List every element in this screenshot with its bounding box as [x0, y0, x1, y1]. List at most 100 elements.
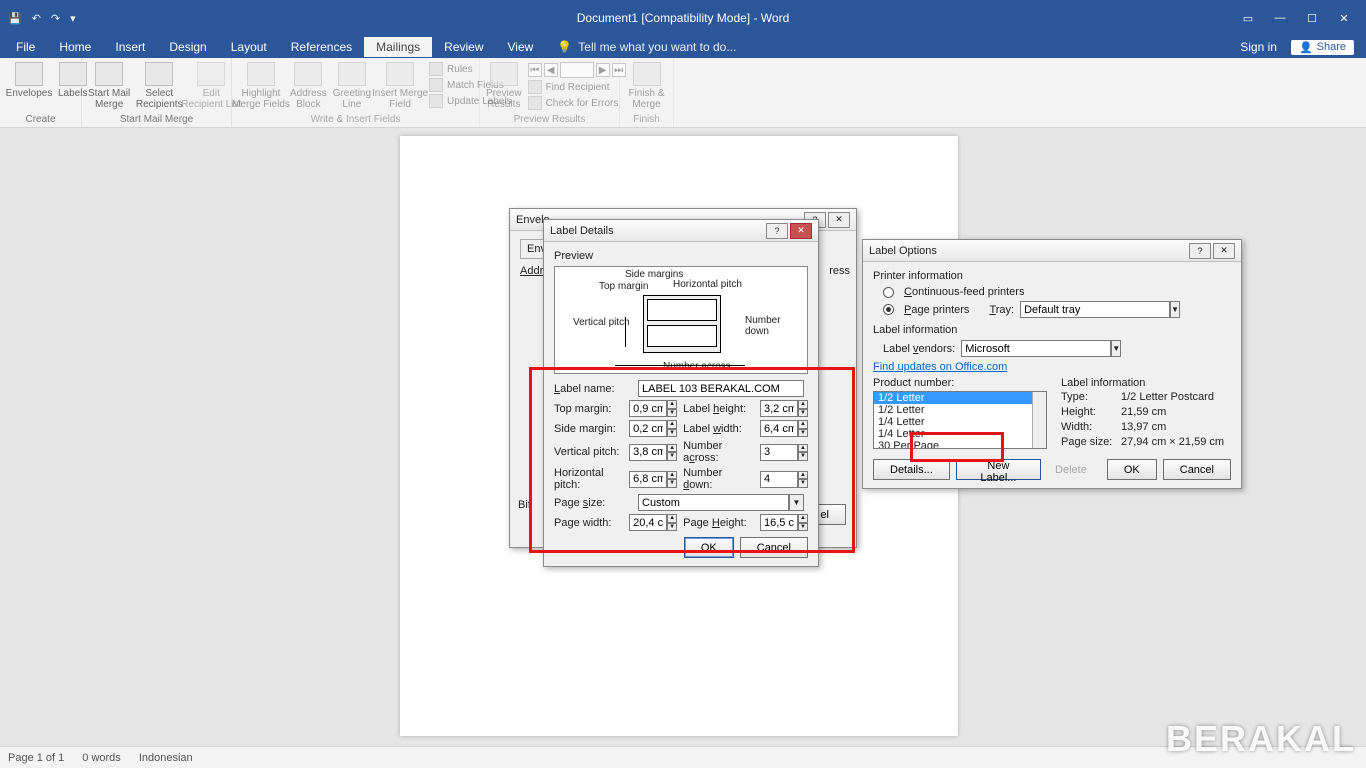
- address-block-button[interactable]: Address Block: [290, 60, 327, 110]
- undo-icon[interactable]: ↶: [32, 12, 41, 25]
- label-options-ok-button[interactable]: OK: [1107, 459, 1157, 480]
- insert-merge-field-button[interactable]: Insert Merge Field: [377, 60, 423, 110]
- labelheight-input[interactable]: ▲▼: [760, 400, 808, 417]
- continuous-radio[interactable]: [883, 287, 894, 298]
- share-button[interactable]: 👤Share: [1291, 40, 1354, 55]
- language-status[interactable]: Indonesian: [139, 752, 193, 764]
- finish-icon: [633, 62, 661, 86]
- chevron-down-icon: ▼: [1111, 340, 1121, 357]
- sidemargin-input[interactable]: ▲▼: [629, 420, 677, 437]
- label-details-cancel-button[interactable]: Cancel: [740, 537, 808, 558]
- width-value: 13,97 cm: [1121, 421, 1166, 433]
- envelopes-button[interactable]: Envelopes: [6, 60, 52, 99]
- tab-references[interactable]: References: [279, 37, 364, 57]
- sign-in-link[interactable]: Sign in: [1240, 40, 1277, 54]
- page-status[interactable]: Page 1 of 1: [8, 752, 64, 764]
- tray-combo[interactable]: ▼: [1020, 301, 1110, 318]
- labelname-label: Label name:: [554, 383, 632, 395]
- greeting-line-button[interactable]: Greeting Line: [333, 60, 371, 110]
- select-recipients-button[interactable]: Select Recipients: [136, 60, 182, 110]
- width-label: Width:: [1061, 421, 1115, 433]
- first-record-icon[interactable]: ⏮: [528, 63, 542, 77]
- prev-record-icon[interactable]: ◀: [544, 63, 558, 77]
- chevron-down-icon: ▼: [1170, 301, 1180, 318]
- pageprinters-radio[interactable]: [883, 304, 894, 315]
- qat-dropdown-icon[interactable]: ▾: [70, 12, 76, 25]
- preview-results-button[interactable]: Preview Results: [486, 60, 522, 110]
- find-updates-link[interactable]: Find updates on Office.com: [873, 361, 1231, 373]
- tab-insert[interactable]: Insert: [103, 37, 157, 57]
- quick-access-toolbar: 💾 ↶ ↷ ▾: [0, 12, 76, 25]
- pagewidth-label: Page width:: [554, 517, 623, 529]
- topmargin-input[interactable]: ▲▼: [629, 400, 677, 417]
- product-number-list[interactable]: 1/2 Letter 1/2 Letter 1/4 Letter 1/4 Let…: [873, 391, 1047, 449]
- ribbon-tabs: File Home Insert Design Layout Reference…: [0, 36, 1366, 58]
- tab-view[interactable]: View: [496, 37, 546, 57]
- list-item[interactable]: 1/2 Letter: [874, 404, 1046, 416]
- height-value: 21,59 cm: [1121, 406, 1166, 418]
- pageheight-label: Page Height:: [683, 517, 754, 529]
- highlight-fields-button[interactable]: Highlight Merge Fields: [238, 60, 284, 110]
- vendors-combo[interactable]: ▼: [961, 340, 1081, 357]
- label-options-help-icon[interactable]: ?: [1189, 243, 1211, 259]
- edit-recipient-list-button[interactable]: Edit Recipient List: [188, 60, 234, 110]
- label-details-titlebar[interactable]: Label Details ?✕: [544, 220, 818, 242]
- list-item[interactable]: 1/4 Letter: [874, 428, 1046, 440]
- ribbon-display-icon[interactable]: ▭: [1238, 12, 1258, 25]
- list-item[interactable]: 1/2 Letter: [874, 392, 1046, 404]
- start-mail-merge-button[interactable]: Start Mail Merge: [88, 60, 130, 110]
- label-options-cancel-button[interactable]: Cancel: [1163, 459, 1231, 480]
- close-icon[interactable]: ✕: [1334, 12, 1354, 25]
- vpitch-input[interactable]: ▲▼: [629, 444, 677, 461]
- tab-layout[interactable]: Layout: [219, 37, 279, 57]
- tab-design[interactable]: Design: [157, 37, 218, 57]
- labelname-input[interactable]: [638, 380, 804, 397]
- pageheight-input[interactable]: ▲▼: [760, 514, 808, 531]
- ress-fragment: ress: [829, 265, 850, 277]
- label-options-titlebar[interactable]: Label Options ?✕: [863, 240, 1241, 262]
- tell-me[interactable]: 💡 Tell me what you want to do...: [557, 40, 736, 54]
- label-details-close-icon[interactable]: ✕: [790, 223, 812, 239]
- hpitch-input[interactable]: ▲▼: [629, 471, 677, 488]
- topmargin-label: Top margin:: [554, 403, 623, 415]
- continuous-label: Continuous-feed printers: [904, 286, 1024, 298]
- tab-review[interactable]: Review: [432, 37, 495, 57]
- minimize-icon[interactable]: —: [1270, 12, 1290, 25]
- word-count[interactable]: 0 words: [82, 752, 121, 764]
- group-preview-label: Preview Results: [486, 112, 613, 127]
- details-button[interactable]: Details...: [873, 459, 950, 480]
- tab-home[interactable]: Home: [47, 37, 103, 57]
- highlight-icon: [247, 62, 275, 86]
- next-record-icon[interactable]: ▶: [596, 63, 610, 77]
- save-icon[interactable]: 💾: [8, 12, 22, 25]
- type-value: 1/2 Letter Postcard: [1121, 391, 1214, 403]
- tab-file[interactable]: File: [4, 37, 47, 57]
- bif-fragment: Bif: [518, 499, 531, 511]
- check-errors-button[interactable]: Check for Errors: [528, 96, 626, 110]
- record-number-input[interactable]: [560, 62, 594, 78]
- record-nav[interactable]: ⏮ ◀ ▶ ⏭: [528, 62, 626, 78]
- new-label-button[interactable]: New Label...: [956, 459, 1041, 480]
- pagesize-combo[interactable]: ▼: [638, 494, 804, 511]
- finish-merge-button[interactable]: Finish & Merge: [626, 60, 667, 110]
- maximize-icon[interactable]: ☐: [1302, 12, 1322, 25]
- numdown-input[interactable]: ▲▼: [760, 471, 808, 488]
- envelopes-close-icon[interactable]: ✕: [828, 212, 850, 228]
- insert-field-icon: [386, 62, 414, 86]
- list-item[interactable]: 1/4 Letter: [874, 416, 1046, 428]
- preview-label: Preview: [554, 250, 808, 262]
- find-recipient-button[interactable]: Find Recipient: [528, 80, 626, 94]
- labelwidth-input[interactable]: ▲▼: [760, 420, 808, 437]
- scrollbar[interactable]: [1032, 392, 1046, 448]
- pagewidth-input[interactable]: ▲▼: [629, 514, 677, 531]
- label-details-ok-button[interactable]: OK: [684, 537, 734, 558]
- list-item[interactable]: 30 Per Page: [874, 440, 1046, 449]
- numacross-input[interactable]: ▲▼: [760, 444, 808, 461]
- vpitch-label: Vertical pitch:: [554, 446, 623, 458]
- label-details-help-icon[interactable]: ?: [766, 223, 788, 239]
- title-bar: 💾 ↶ ↷ ▾ Document1 [Compatibility Mode] -…: [0, 0, 1366, 36]
- start-merge-icon: [95, 62, 123, 86]
- tab-mailings[interactable]: Mailings: [364, 37, 432, 57]
- redo-icon[interactable]: ↷: [51, 12, 60, 25]
- label-options-close-icon[interactable]: ✕: [1213, 243, 1235, 259]
